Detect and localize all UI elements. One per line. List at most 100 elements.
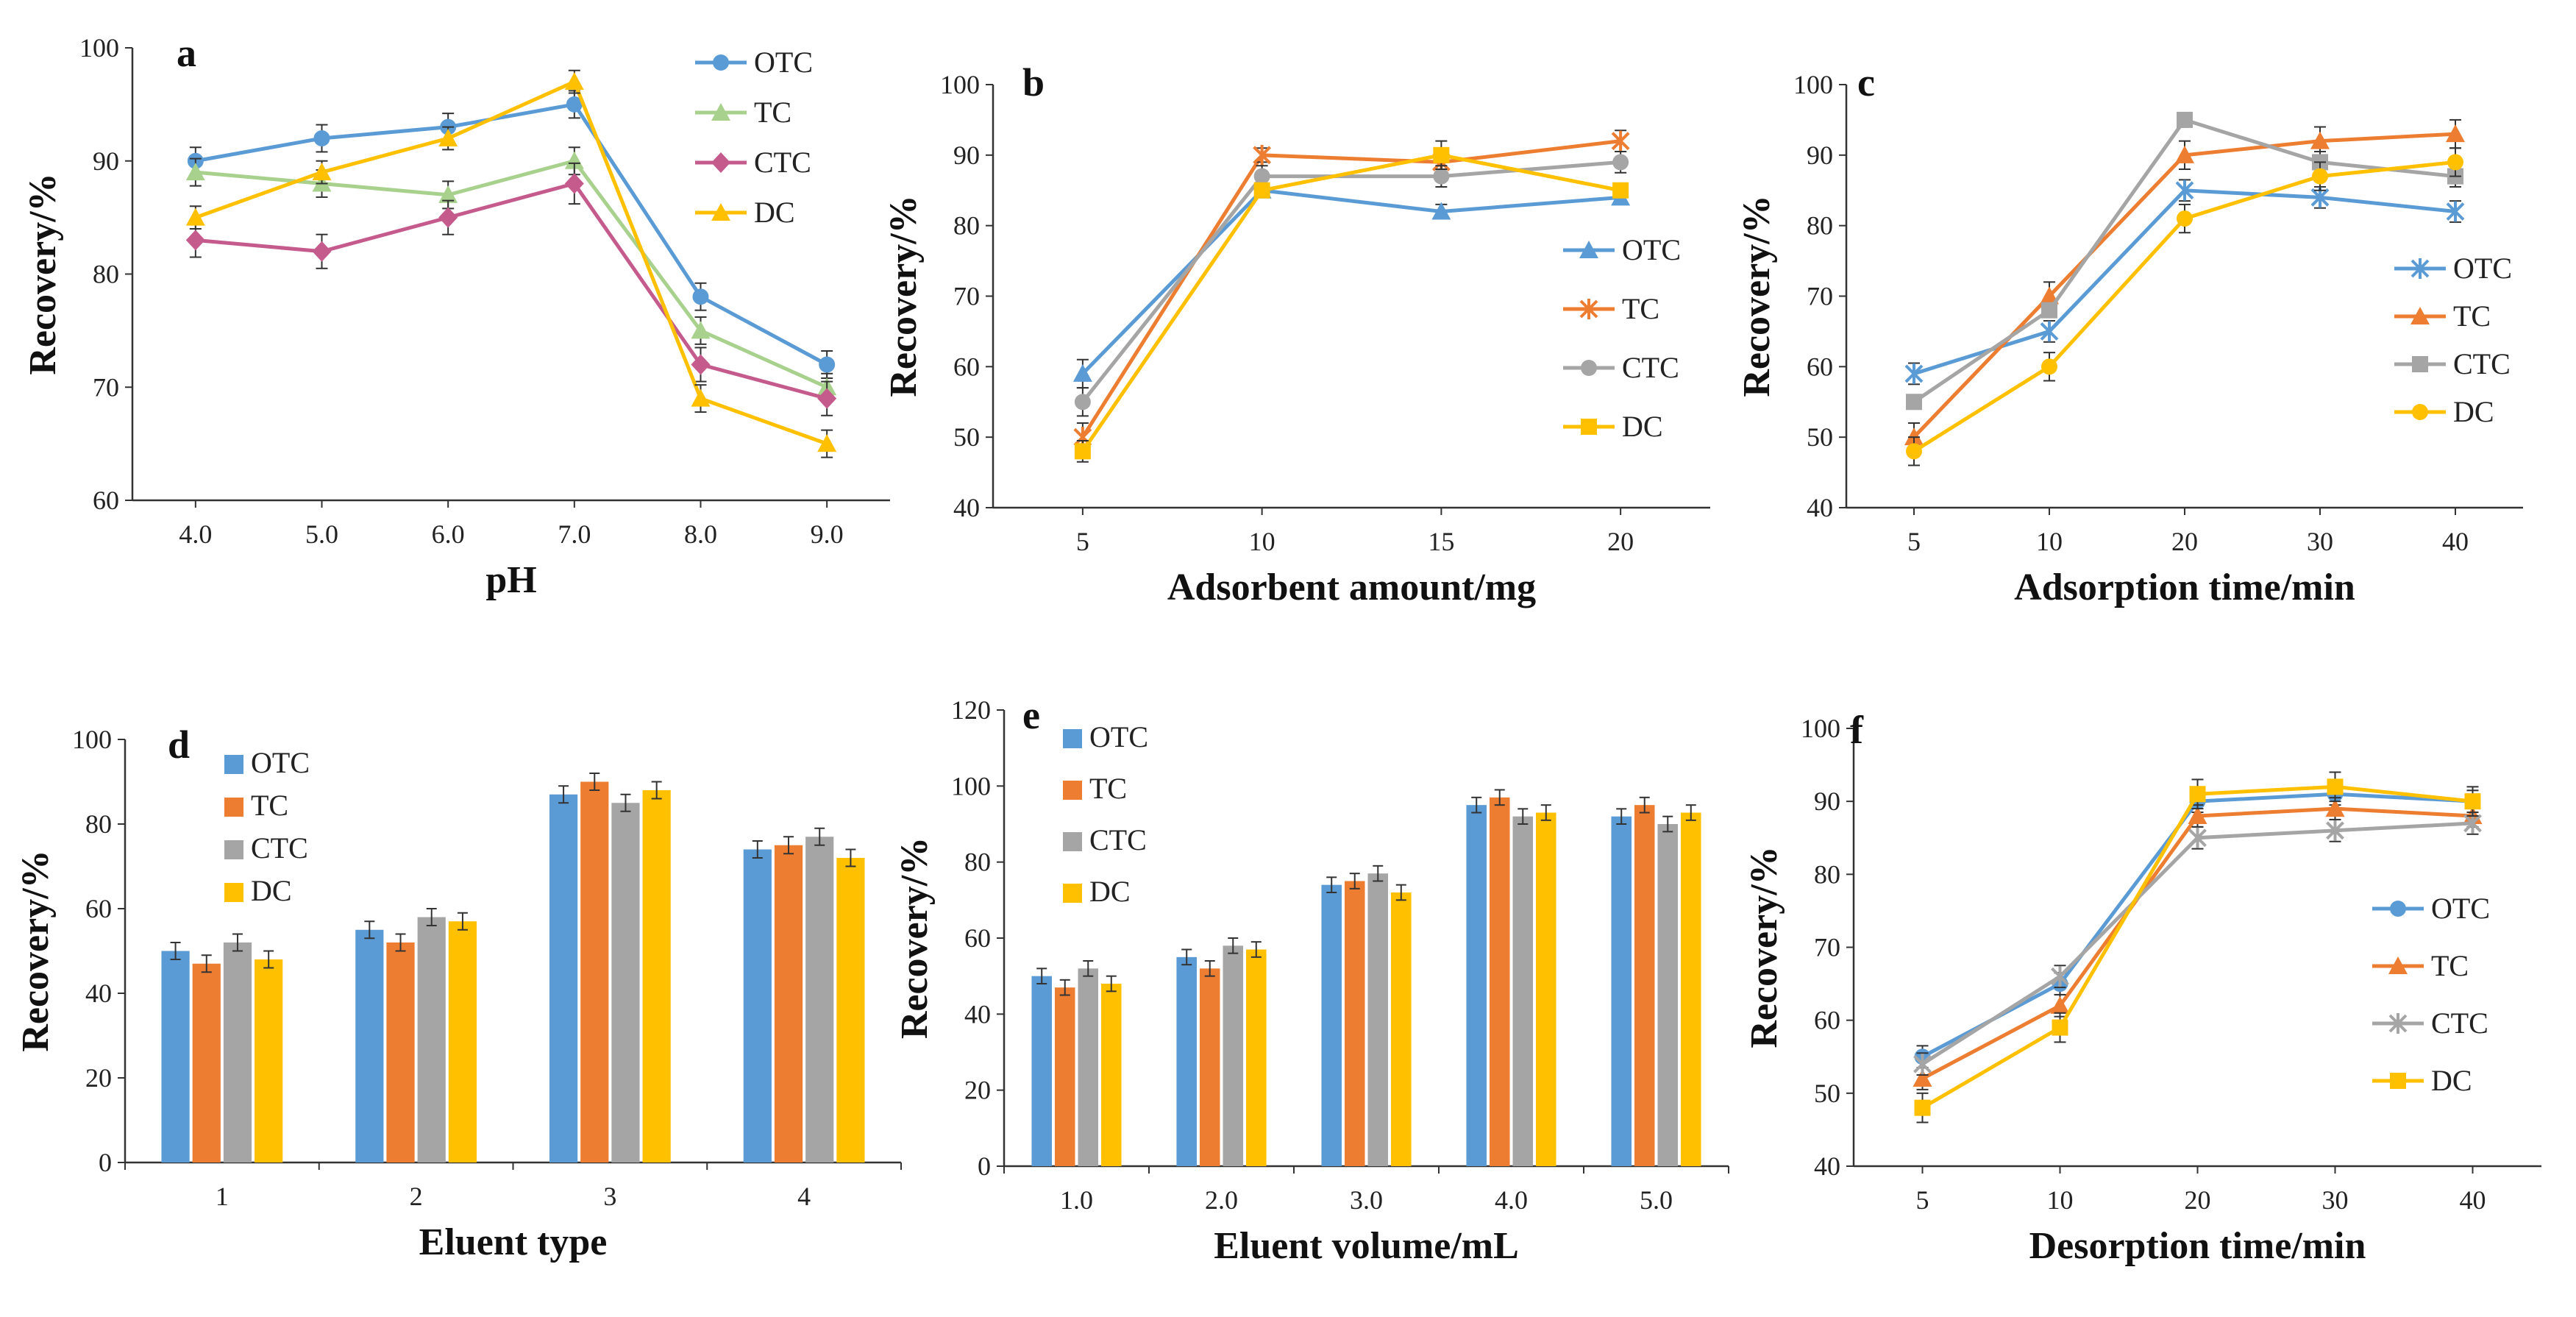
series-TC <box>1073 129 1630 452</box>
x-tick-label: 5 <box>1076 527 1089 556</box>
legend-item: TC <box>695 96 791 129</box>
legend-item: CTC <box>2394 347 2511 380</box>
data-point <box>2447 154 2463 171</box>
legend-item: CTC <box>1563 351 1679 384</box>
y-tick-label: 80 <box>1807 211 1833 241</box>
y-tick-label: 100 <box>1801 714 1840 743</box>
y-tick-label: 60 <box>93 486 119 515</box>
data-point <box>2041 302 2057 319</box>
bar <box>1634 805 1655 1166</box>
x-tick-label: 40 <box>2460 1185 2486 1215</box>
series-CTC <box>1078 808 1679 1166</box>
x-tick-label: 20 <box>1607 527 1634 556</box>
y-tick-label: 120 <box>951 695 991 725</box>
y-tick-label: 90 <box>1807 141 1833 170</box>
legend-swatch <box>224 755 243 774</box>
data-point <box>2040 321 2059 342</box>
data-point <box>691 321 711 339</box>
legend-label: TC <box>2431 949 2469 982</box>
data-point <box>2177 210 2193 227</box>
panel-letter: c <box>1857 60 1875 104</box>
y-tick-label: 80 <box>85 809 112 839</box>
bar <box>1489 797 1510 1166</box>
bar <box>836 858 865 1162</box>
panel-letter: d <box>168 723 190 767</box>
bar <box>549 794 578 1162</box>
legend-swatch <box>1063 729 1082 748</box>
legend-item: DC <box>2394 395 2494 428</box>
data-point <box>691 354 711 375</box>
data-point <box>2446 201 2465 222</box>
x-axis-title: Eluent type <box>419 1221 608 1263</box>
legend-marker <box>1579 241 1598 258</box>
data-point <box>438 207 458 228</box>
data-point <box>438 129 458 146</box>
legend: OTC TC CTC DC <box>1063 720 1148 908</box>
legend-item: DC <box>695 196 795 229</box>
series-OTC <box>161 785 772 1162</box>
x-tick-label: 5 <box>1916 1185 1929 1215</box>
legend-label: TC <box>1622 292 1659 325</box>
legend-item: TC <box>1063 772 1127 805</box>
x-tick-label: 4.0 <box>1495 1185 1528 1215</box>
bar <box>255 959 283 1162</box>
legend-label: CTC <box>754 146 811 179</box>
y-tick-label: 60 <box>953 352 980 381</box>
series-DC <box>255 781 865 1162</box>
legend-item: OTC <box>2372 892 2490 925</box>
y-axis-title: Recovery/% <box>1736 195 1778 397</box>
bar <box>1031 976 1052 1166</box>
bar <box>1657 824 1679 1166</box>
x-tick-label: 1 <box>216 1182 229 1211</box>
y-tick-label: 40 <box>85 979 112 1008</box>
data-point <box>2188 806 2207 824</box>
legend-item: TC <box>2372 949 2469 982</box>
y-tick-label: 70 <box>1807 282 1833 311</box>
x-tick-label: 20 <box>2171 527 2198 556</box>
legend-item: OTC <box>1563 233 1681 266</box>
y-tick-label: 50 <box>1814 1079 1840 1108</box>
y-tick-label: 80 <box>1814 859 1840 889</box>
bar <box>1321 884 1342 1166</box>
legend-item: OTC <box>2394 252 2512 285</box>
legend-marker <box>2412 404 2428 420</box>
legend-label: OTC <box>2453 252 2512 285</box>
legend-item: CTC <box>1063 823 1147 856</box>
legend-item: CTC <box>224 831 308 865</box>
data-point <box>564 173 584 194</box>
bar <box>1246 949 1267 1166</box>
panel-letter: f <box>1850 708 1864 752</box>
bar <box>774 845 803 1162</box>
y-tick-label: 0 <box>978 1151 991 1181</box>
legend-swatch <box>1063 781 1082 800</box>
legend-label: OTC <box>2431 892 2490 925</box>
data-point <box>2051 966 2069 987</box>
bar <box>1199 968 1220 1166</box>
y-tick-label: 60 <box>85 894 112 923</box>
x-tick-label: 5.0 <box>1640 1185 1673 1215</box>
series-line <box>1081 188 1621 375</box>
series-line <box>195 158 828 389</box>
series-DC <box>1074 140 1629 463</box>
y-tick-label: 100 <box>940 70 980 99</box>
x-axis-title: Adsorbent amount/mg <box>1167 567 1536 608</box>
data-point <box>691 388 711 407</box>
x-axis-title: Adsorption time/min <box>2014 567 2355 608</box>
y-axis-title: Recovery/% <box>883 195 925 397</box>
data-point <box>1253 182 1270 199</box>
x-tick-label: 6.0 <box>432 519 465 549</box>
x-axis-title: pH <box>485 559 536 601</box>
legend-marker <box>2410 258 2430 279</box>
legend-marker <box>711 103 730 121</box>
y-tick-label: 80 <box>953 211 980 241</box>
y-axis-title: Recovery/% <box>15 850 57 1051</box>
legend-item: OTC <box>1063 720 1148 753</box>
y-tick-label: 50 <box>1807 422 1833 452</box>
bar <box>743 849 772 1162</box>
data-point <box>185 230 205 251</box>
data-point <box>438 185 458 203</box>
bar <box>611 803 640 1162</box>
x-tick-label: 40 <box>2442 527 2469 556</box>
legend-marker <box>2412 356 2428 372</box>
